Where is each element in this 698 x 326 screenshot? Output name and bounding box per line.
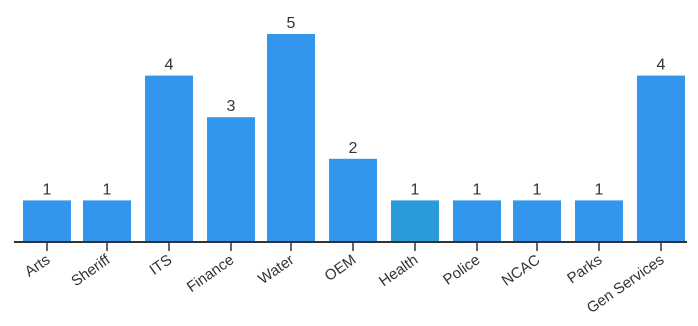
bar-arts — [23, 200, 71, 242]
value-label-water: 5 — [287, 15, 296, 32]
value-label-gen-services: 4 — [657, 57, 666, 74]
bar-oem — [329, 158, 377, 242]
value-label-police: 1 — [473, 181, 482, 198]
bars-group — [23, 34, 685, 242]
tick-label-water: Water — [255, 251, 297, 288]
bar-water — [267, 34, 315, 242]
tick-label-ncac: NCAC — [499, 251, 544, 289]
value-label-arts: 1 — [43, 181, 52, 198]
value-label-its: 4 — [165, 57, 174, 74]
value-label-sheriff: 1 — [103, 181, 112, 198]
bar-health — [391, 200, 439, 242]
value-labels-group: 1 1 4 3 5 2 1 1 1 1 4 — [43, 15, 666, 198]
tick-label-sheriff: Sheriff — [68, 251, 114, 290]
bar-ncac — [513, 200, 561, 242]
tick-label-finance: Finance — [184, 251, 237, 296]
bar-gen-services — [637, 75, 685, 242]
value-label-health: 1 — [411, 181, 420, 198]
tick-label-health: Health — [376, 251, 421, 290]
tick-label-its: ITS — [146, 251, 175, 278]
bar-its — [145, 75, 193, 242]
bar-parks — [575, 200, 623, 242]
bar-finance — [207, 117, 255, 242]
tick-label-oem: OEM — [322, 251, 360, 285]
value-label-oem: 2 — [349, 140, 358, 157]
value-label-finance: 3 — [227, 98, 236, 115]
bar-sheriff — [83, 200, 131, 242]
value-label-parks: 1 — [595, 181, 604, 198]
tick-label-arts: Arts — [22, 251, 54, 280]
x-tick-labels-group: Arts Sheriff ITS Finance Water OEM Health Polic… — [22, 251, 668, 317]
x-ticks-group — [46, 242, 662, 251]
tick-label-parks: Parks — [564, 251, 605, 287]
value-label-ncac: 1 — [533, 181, 542, 198]
bar-police — [453, 200, 501, 242]
tick-label-police: Police — [440, 251, 483, 288]
